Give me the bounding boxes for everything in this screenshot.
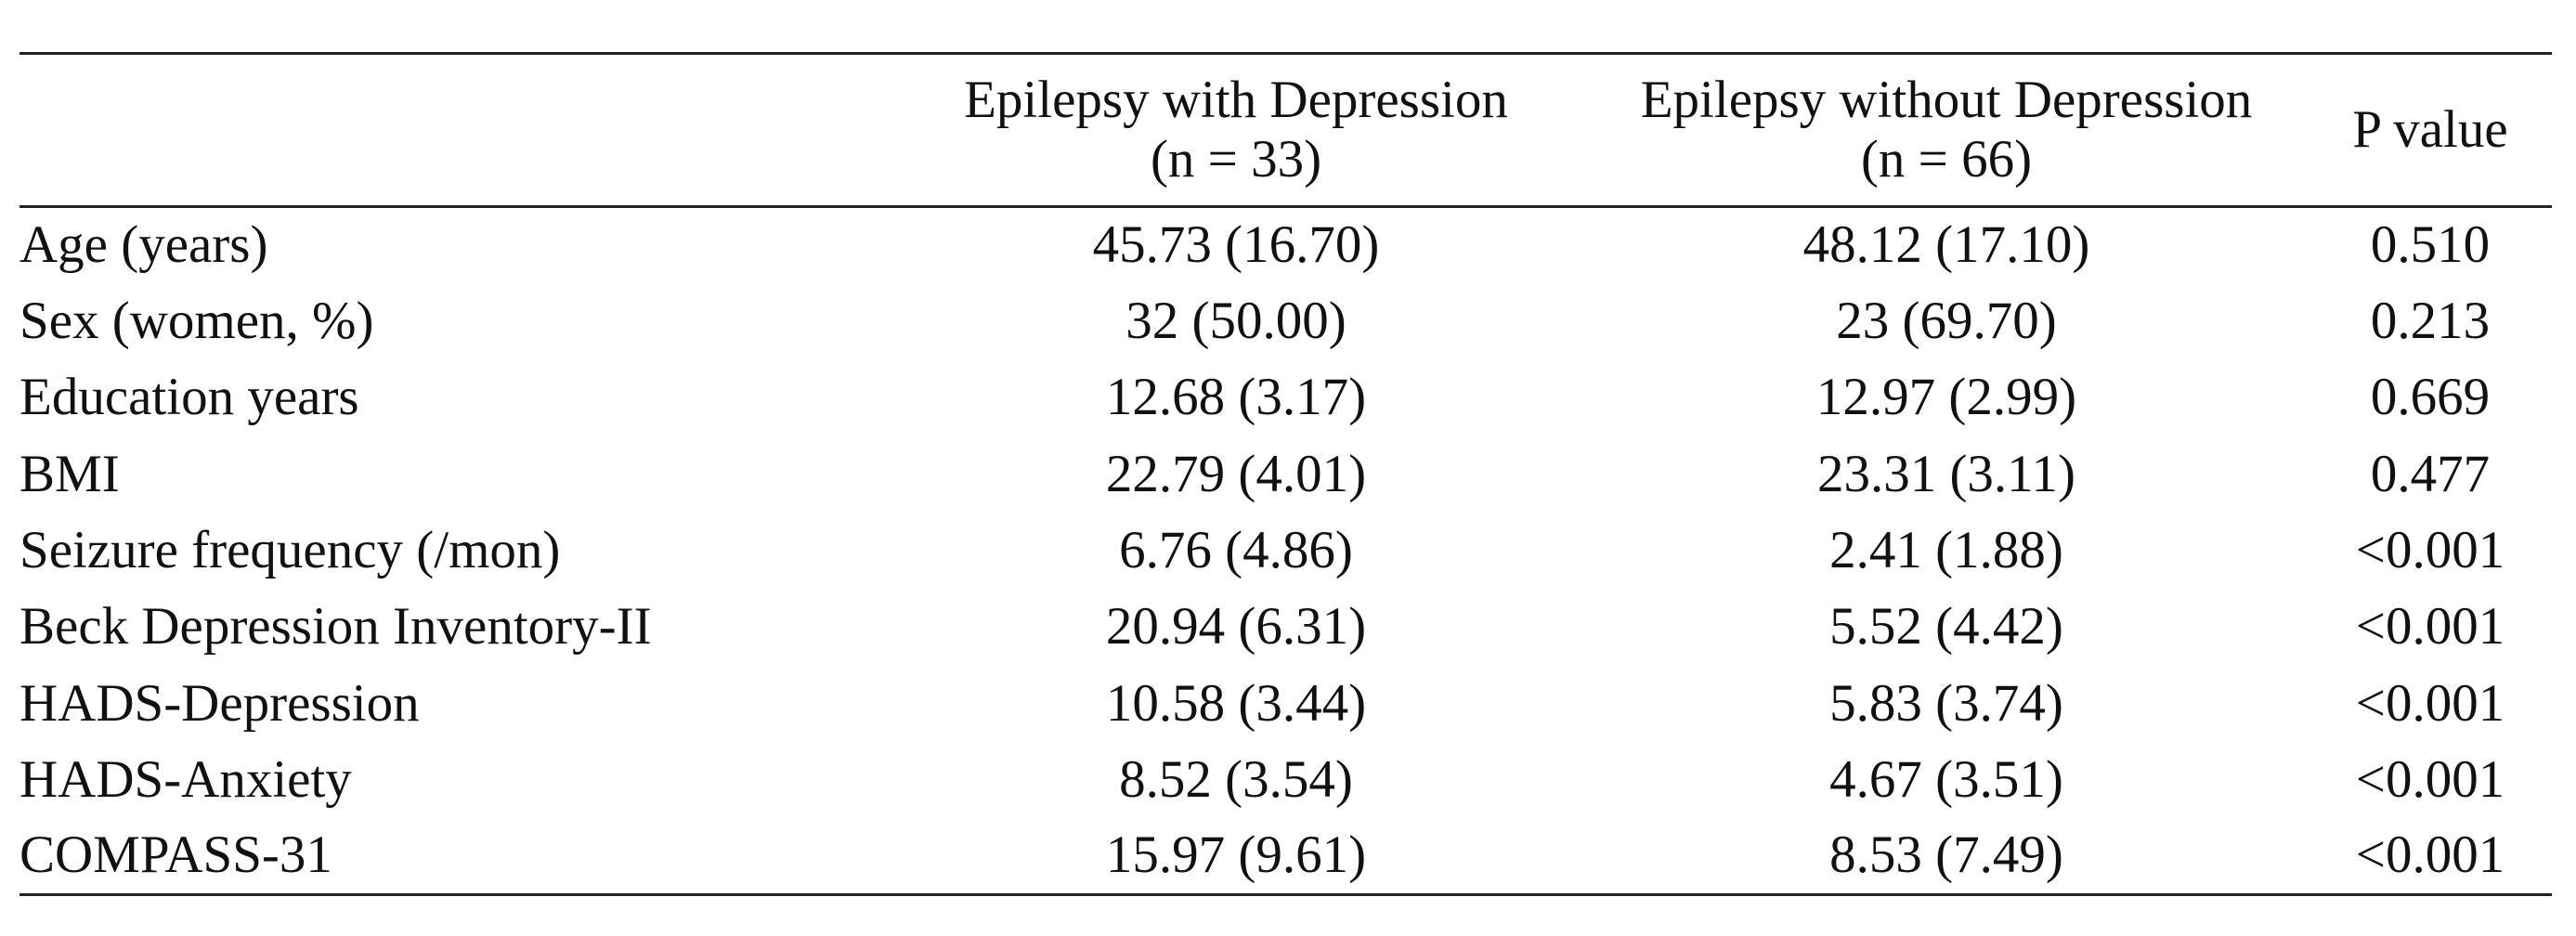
header-without-depression-title: Epilepsy without Depression: [1640, 71, 2253, 130]
with-depression-value: 10.58 (3.44): [1105, 673, 1367, 733]
table-row: Age (years) 45.73 (16.70) 48.12 (17.10) 0.5…: [20, 207, 2552, 283]
header-with-depression-n: (n = 33): [1150, 130, 1322, 188]
without-depression-value: 48.12 (17.10): [1802, 215, 2090, 275]
without-depression-value: 8.53 (7.49): [1829, 826, 2063, 885]
p-value: 0.213: [2370, 292, 2491, 351]
header-with-depression-title: Epilepsy with Depression: [964, 71, 1508, 130]
row-label: Beck Depression Inventory-II: [20, 597, 652, 656]
p-value: <0.001: [2355, 520, 2505, 579]
header-row: Epilepsy with Depression (n = 33) Epilep…: [20, 53, 2552, 207]
table-row: COMPASS-31 15.97 (9.61) 8.53 (7.49) <0.001: [20, 818, 2552, 895]
header-without-depression-n: (n = 66): [1860, 130, 2033, 188]
without-depression-value: 12.97 (2.99): [1815, 368, 2077, 427]
row-label: HADS-Anxiety: [20, 749, 352, 809]
without-depression-value: 23 (69.70): [1836, 292, 2057, 351]
table-row: Seizure frequency (/mon) 6.76 (4.86) 2.41 …: [20, 513, 2552, 589]
row-label: Seizure frequency (/mon): [20, 520, 561, 579]
with-depression-value: 15.97 (9.61): [1105, 826, 1367, 885]
table-row: BMI 22.79 (4.01) 23.31 (3.11) 0.477: [20, 436, 2552, 512]
p-value: 0.510: [2370, 215, 2491, 275]
table-row: Sex (women, %) 32 (50.00) 23 (69.70) 0.213: [20, 283, 2552, 359]
with-depression-value: 6.76 (4.86): [1119, 520, 1353, 579]
row-label: COMPASS-31: [20, 826, 332, 885]
row-label: Education years: [20, 368, 359, 427]
without-depression-value: 4.67 (3.51): [1829, 749, 2063, 809]
table-row: Education years 12.68 (3.17) 12.97 (2.99) 0…: [20, 359, 2552, 436]
row-label: BMI: [20, 444, 120, 503]
table-row: HADS-Depression 10.58 (3.44) 5.83 (3.74) <0…: [20, 665, 2552, 741]
p-value: 0.669: [2370, 368, 2491, 427]
row-label: Sex (women, %): [20, 292, 374, 351]
p-value: <0.001: [2355, 826, 2505, 885]
with-depression-value: 45.73 (16.70): [1092, 215, 1380, 275]
without-depression-value: 5.52 (4.42): [1829, 597, 2063, 656]
table-row: HADS-Anxiety 8.52 (3.54) 4.67 (3.51) <0.001: [20, 742, 2552, 818]
with-depression-value: 12.68 (3.17): [1105, 368, 1367, 427]
header-empty: [20, 54, 888, 207]
without-depression-value: 23.31 (3.11): [1816, 444, 2076, 503]
row-label: HADS-Depression: [20, 673, 420, 733]
with-depression-value: 22.79 (4.01): [1105, 444, 1367, 503]
with-depression-value: 8.52 (3.54): [1119, 749, 1353, 809]
row-label: Age (years): [20, 215, 268, 275]
p-value: <0.001: [2355, 673, 2505, 733]
without-depression-value: 5.83 (3.74): [1829, 673, 2063, 733]
without-depression-value: 2.41 (1.88): [1829, 520, 2063, 579]
table-row: Beck Depression Inventory-II 20.94 (6.31)…: [20, 589, 2552, 665]
p-value: 0.477: [2370, 444, 2491, 503]
with-depression-value: 32 (50.00): [1125, 292, 1347, 351]
header-with-depression: Epilepsy with Depression (n = 33): [888, 54, 1584, 207]
p-value: <0.001: [2355, 597, 2505, 656]
data-table: Epilepsy with Depression (n = 33) Epilep…: [20, 52, 2552, 896]
with-depression-value: 20.94 (6.31): [1105, 597, 1367, 656]
header-without-depression: Epilepsy without Depression (n = 66): [1584, 54, 2309, 207]
header-p-value: P value: [2352, 100, 2508, 160]
p-value: <0.001: [2355, 749, 2505, 809]
